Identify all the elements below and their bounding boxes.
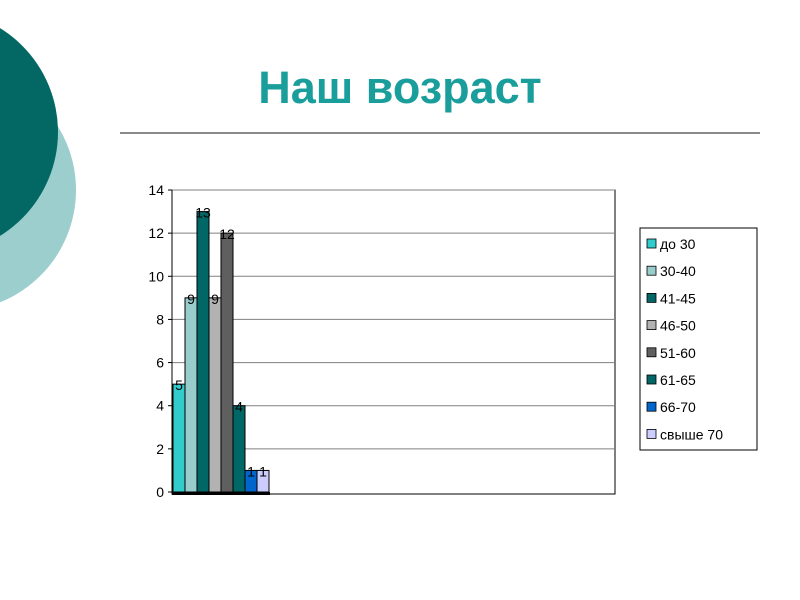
dark-circle [0,28,58,236]
legend-label: свыше 70 [660,426,723,442]
bar-1 [172,383,186,493]
data-label: 4 [235,399,243,415]
legend-item: 51-60 [646,345,696,361]
y-tick-label: 6 [156,355,164,371]
bar-5 [220,232,234,493]
legend-item: 66-70 [646,399,696,415]
data-label: 1 [259,463,267,479]
bar-8 [256,469,270,493]
legend-swatch [646,292,657,303]
bar-4 [208,297,222,493]
legend-item: 46-50 [646,318,696,334]
data-label: 9 [187,291,195,307]
legend-label: 46-50 [660,318,696,334]
data-label: 12 [219,226,235,242]
plot-area [171,189,616,495]
data-label: 1 [247,463,255,479]
y-tick-label: 8 [156,311,164,327]
y-tick-label: 10 [148,268,164,284]
legend-swatch [646,238,657,249]
title-divider [120,132,760,134]
y-tick-label: 4 [156,398,164,414]
data-label: 5 [175,377,183,393]
legend-item: свыше 70 [646,426,723,442]
y-tick-label: 0 [156,484,164,500]
bar-6 [232,405,246,493]
legend-label: 66-70 [660,399,696,415]
legend-swatch [646,320,657,331]
legend-label: 61-65 [660,372,696,388]
legend-swatch [646,401,657,412]
legend: до 30 30-40 41-45 46-50 51-60 61-65 66-70 свыше… [639,227,758,451]
legend-label: 51-60 [660,345,696,361]
legend-label: до 30 [660,236,696,252]
legend-item: 41-45 [646,290,696,306]
y-tick-label: 14 [148,182,164,198]
data-label: 9 [211,291,219,307]
bar-2 [184,297,198,493]
slide-title: Наш возраст [258,62,542,113]
legend-swatch [646,347,657,358]
legend-label: 41-45 [660,290,696,306]
legend-item: 30-40 [646,263,696,279]
legend-swatch [646,374,657,385]
data-label: 13 [195,205,211,221]
y-tick-label: 2 [156,441,164,457]
legend-box [639,227,758,451]
bar-base [172,492,270,495]
bar-3 [196,211,210,493]
legend-swatch [646,428,657,439]
y-tick-label: 12 [148,225,164,241]
legend-swatch [646,265,657,276]
legend-item: до 30 [646,236,696,252]
legend-item: 61-65 [646,372,696,388]
legend-label: 30-40 [660,263,696,279]
